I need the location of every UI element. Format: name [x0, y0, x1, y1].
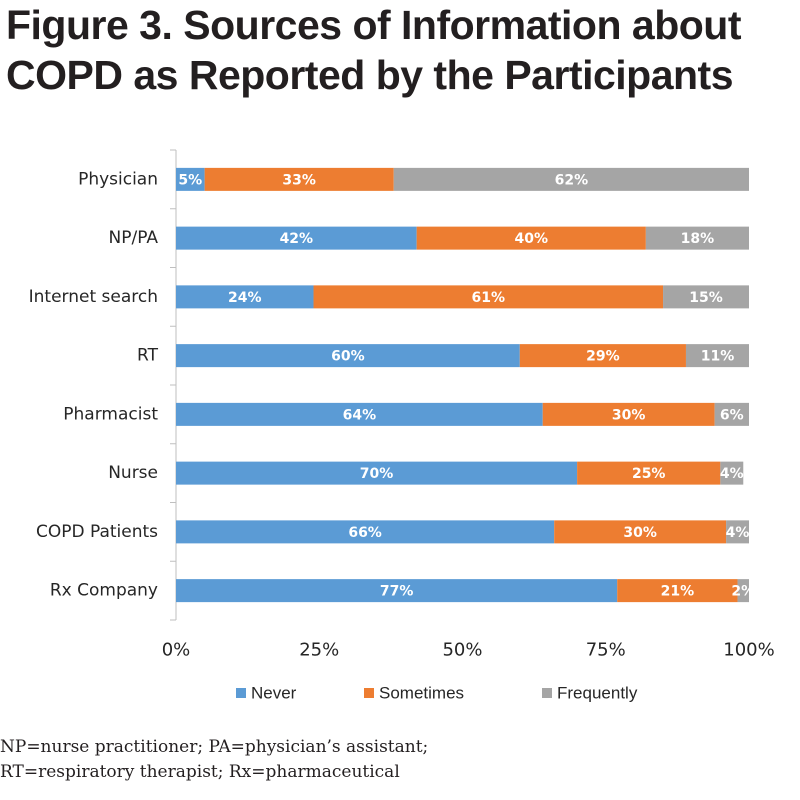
x-tick-label: 50%: [442, 640, 482, 661]
data-label: 25%: [632, 466, 666, 482]
bar-segment-sometimes: [416, 226, 646, 250]
data-label: 24%: [228, 290, 262, 306]
bar-segment-sometimes: [617, 579, 738, 603]
legend-swatch-never: [236, 688, 246, 698]
category-label: Pharmacist: [63, 404, 158, 424]
bar-segment-sometimes: [519, 344, 686, 368]
bar-segment-never: [176, 226, 417, 250]
bar-segment-never: [176, 461, 578, 485]
footnote-line-2: RT=respiratory therapist; Rx=pharmaceuti…: [0, 762, 400, 782]
figure-title-line-1: Figure 3. Sources of Information about: [6, 2, 742, 48]
bar-segment-frequently: [737, 579, 749, 603]
data-label: 62%: [555, 172, 589, 188]
data-label: 2%: [731, 584, 755, 600]
data-label: 21%: [661, 584, 695, 600]
data-label: 6%: [720, 407, 744, 423]
legend-swatch-sometimes: [364, 688, 374, 698]
data-label: 18%: [681, 231, 715, 247]
figure-title: Figure 3. Sources of Information about C…: [6, 0, 796, 100]
data-label: 30%: [612, 407, 646, 423]
data-label: 11%: [701, 349, 735, 365]
data-label: 77%: [380, 584, 414, 600]
x-tick-label: 100%: [723, 640, 774, 661]
bar-segment-sometimes: [554, 520, 727, 544]
bar-segment-frequently: [714, 402, 749, 426]
legend-label-frequently: Frequently: [557, 684, 638, 703]
category-label: Internet search: [29, 287, 158, 307]
category-label: Physician: [78, 169, 158, 189]
bar-segment-frequently: [720, 461, 744, 485]
data-label: 60%: [331, 349, 365, 365]
category-label: Rx Company: [50, 581, 158, 601]
category-label: COPD Patients: [36, 522, 158, 542]
data-label: 61%: [472, 290, 506, 306]
bar-segment-never: [176, 402, 543, 426]
data-label: 66%: [348, 525, 382, 541]
data-label: 64%: [343, 407, 377, 423]
bar-segment-frequently: [726, 520, 749, 544]
bar-segment-frequently: [645, 226, 749, 250]
data-label: 42%: [280, 231, 314, 247]
bar-segment-frequently: [685, 344, 749, 368]
x-tick-label: 0%: [162, 640, 191, 661]
data-label: 70%: [360, 466, 394, 482]
data-label: 4%: [720, 466, 744, 482]
data-label: 30%: [623, 525, 657, 541]
bar-segment-never: [176, 579, 618, 603]
category-label: RT: [137, 346, 159, 366]
category-label: NP/PA: [109, 228, 159, 248]
bar-segment-frequently: [663, 285, 749, 309]
bar-segment-never: [176, 167, 205, 191]
legend-label-never: Never: [251, 684, 297, 703]
bar-segment-sometimes: [542, 402, 715, 426]
x-tick-label: 25%: [299, 640, 339, 661]
legend-swatch-frequently: [542, 688, 552, 698]
bar-segment-sometimes: [204, 167, 394, 191]
footnote: NP=nurse practitioner; PA=physician’s as…: [0, 735, 790, 785]
data-label: 5%: [178, 172, 202, 188]
bar-segment-sometimes: [577, 461, 721, 485]
x-tick-label: 75%: [586, 640, 626, 661]
data-label: 29%: [586, 349, 620, 365]
legend-label-sometimes: Sometimes: [379, 684, 464, 703]
bar-segment-sometimes: [313, 285, 664, 309]
data-label: 33%: [282, 172, 316, 188]
data-label: 4%: [726, 525, 750, 541]
bar-segment-never: [176, 520, 555, 544]
bar-segment-never: [176, 344, 520, 368]
bar-segment-never: [176, 285, 314, 309]
data-label: 40%: [515, 231, 549, 247]
figure-title-line-2: COPD as Reported by the Participants: [6, 52, 734, 98]
footnote-line-1: NP=nurse practitioner; PA=physician’s as…: [0, 737, 429, 757]
data-label: 15%: [689, 290, 723, 306]
stacked-bar-chart: Physician 5% 33% 62% NP/PA 42% 40% 18% Internet …: [29, 149, 775, 703]
category-label: Nurse: [108, 463, 158, 483]
bar-segment-frequently: [393, 167, 749, 191]
